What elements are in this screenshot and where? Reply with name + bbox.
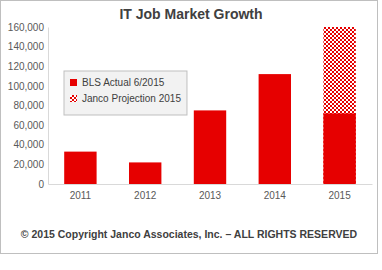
- y-tick: 80,000: [13, 100, 48, 111]
- x-tick: 2015: [328, 184, 351, 201]
- y-axis: 0 20,000 40,000 60,000 80,000 100,000 120,000 1…: [8, 22, 49, 190]
- legend: BLS Actual 6/2015 Janco Projection 2015: [64, 71, 187, 115]
- bar: [323, 113, 355, 184]
- x-tick-label: 2013: [199, 190, 222, 201]
- y-axis-line: [48, 28, 49, 185]
- y-tick: 20,000: [13, 159, 48, 170]
- y-tick-label: 160,000: [8, 22, 45, 33]
- y-tick-label: 0: [38, 179, 44, 190]
- bar: [259, 74, 291, 184]
- x-tick-label: 2014: [264, 190, 287, 201]
- chart: IT Job Market Growth 0 20,000 40,000 60,000 8…: [0, 0, 382, 270]
- legend-label: BLS Actual 6/2015: [82, 77, 165, 88]
- annotation: © 2015 Copyright Janco Associates, Inc. …: [21, 228, 358, 240]
- bars: [64, 27, 356, 184]
- y-tick: 160,000: [8, 22, 48, 33]
- y-tick: 60,000: [13, 120, 48, 131]
- y-tick: 100,000: [8, 81, 48, 92]
- x-tick: 2011: [70, 184, 92, 201]
- y-tick: 120,000: [8, 61, 48, 72]
- legend-label: Janco Projection 2015: [82, 93, 181, 104]
- y-tick-label: 80,000: [13, 100, 44, 111]
- y-tick-label: 120,000: [8, 61, 45, 72]
- bar: [129, 162, 161, 184]
- y-tick-label: 40,000: [13, 139, 44, 150]
- plot: 0 20,000 40,000 60,000 80,000 100,000 120,000 1…: [8, 22, 373, 201]
- x-tick: 2012: [134, 184, 157, 201]
- y-tick: 40,000: [13, 139, 48, 150]
- x-tick-label: 2012: [134, 190, 157, 201]
- legend-box: [64, 71, 187, 115]
- y-tick-label: 60,000: [13, 120, 44, 131]
- y-tick: 0: [38, 179, 48, 190]
- x-tick: 2013: [199, 184, 222, 201]
- chart-frame: [1, 1, 378, 254]
- legend-swatch: [70, 95, 77, 102]
- y-tick: 140,000: [8, 41, 48, 52]
- legend-swatch: [70, 79, 77, 86]
- y-tick-label: 140,000: [8, 41, 45, 52]
- x-axis: 2011 2012 2013 2014 2015: [49, 184, 373, 201]
- x-tick: 2014: [264, 184, 287, 201]
- y-tick-label: 20,000: [13, 159, 44, 170]
- bar: [194, 110, 226, 184]
- x-tick-label: 2011: [70, 190, 92, 201]
- bar: [64, 152, 96, 184]
- x-tick-label: 2015: [328, 190, 351, 201]
- title: IT Job Market Growth: [119, 6, 262, 22]
- x-axis-line: [49, 184, 373, 185]
- y-tick-label: 100,000: [8, 81, 45, 92]
- bar: [323, 27, 355, 184]
